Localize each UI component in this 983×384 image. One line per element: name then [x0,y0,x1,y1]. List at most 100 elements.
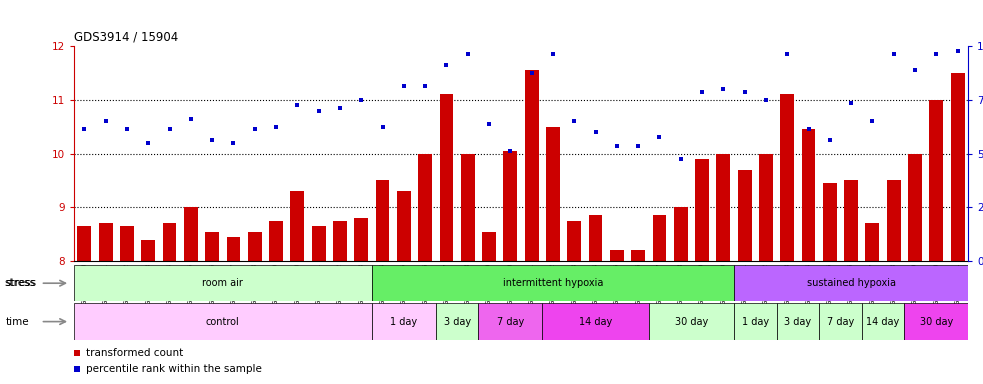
Bar [737,170,752,261]
Bar [631,250,645,261]
Bar [290,191,305,261]
Text: stress: stress [5,278,36,288]
Text: room air: room air [202,278,243,288]
Bar [226,237,241,261]
Bar [333,221,347,261]
Text: control: control [205,316,240,327]
Point [822,137,838,143]
Text: intermittent hypoxia: intermittent hypoxia [502,278,604,288]
Text: 1 day: 1 day [390,316,418,327]
Bar [695,159,709,261]
Bar [372,265,734,301]
Point [289,102,305,108]
Bar [649,303,734,340]
Bar [248,232,261,261]
Point [843,99,859,106]
Point [353,97,369,103]
Bar [482,232,496,261]
Text: stress: stress [6,278,37,288]
Bar [74,265,372,301]
Bar [844,180,858,261]
Bar [312,226,325,261]
Point [502,148,518,154]
Point [864,118,880,124]
Bar [205,232,219,261]
Text: 3 day: 3 day [784,316,811,327]
Point [907,67,923,73]
Text: 14 day: 14 day [866,316,899,327]
Bar [269,221,283,261]
Point [183,116,199,122]
Bar [439,94,453,261]
Point [119,126,135,132]
Bar [162,223,177,261]
Bar [184,207,198,261]
Bar [887,180,900,261]
Point [780,51,795,57]
Point [652,134,667,141]
Text: time: time [6,316,29,327]
Bar [461,154,475,261]
Point [672,156,688,162]
Bar [74,303,372,340]
Bar [435,303,479,340]
Point [332,105,348,111]
Bar [546,127,560,261]
Bar [801,129,816,261]
Bar [777,303,819,340]
Point [269,260,285,266]
Bar [589,215,603,261]
Point [161,126,177,132]
Point [566,118,582,124]
Bar [525,70,539,261]
Text: GDS3914 / 15904: GDS3914 / 15904 [74,30,178,43]
Bar [759,154,773,261]
Bar [354,218,369,261]
Bar [819,303,862,340]
Text: 7 day: 7 day [496,316,524,327]
Point [928,51,944,57]
Point [716,86,731,92]
Point [694,89,710,95]
Bar [653,215,666,261]
Point [460,51,476,57]
Bar [609,250,624,261]
Point [800,126,816,132]
Bar [865,223,880,261]
Text: sustained hypoxia: sustained hypoxia [807,278,896,288]
Bar [142,240,155,261]
Bar [479,303,543,340]
Point [886,51,901,57]
Bar [503,151,517,261]
Point [630,142,646,149]
Point [375,124,390,130]
Bar [929,100,944,261]
Point [417,83,433,89]
Bar [908,154,922,261]
Point [247,126,262,132]
Point [608,142,624,149]
Point [269,106,285,113]
Point [438,62,454,68]
Point [204,137,220,143]
Bar [418,154,433,261]
Bar [120,226,134,261]
Bar [543,303,649,340]
Text: 7 day: 7 day [827,316,854,327]
Bar [904,303,968,340]
Bar [862,303,904,340]
Text: 30 day: 30 day [920,316,953,327]
Bar [951,73,964,261]
Bar [673,207,688,261]
Bar [376,180,389,261]
Point [268,124,284,130]
Bar [734,265,968,301]
Text: 3 day: 3 day [443,316,471,327]
Bar [397,191,411,261]
Text: transformed count: transformed count [86,348,183,358]
Bar [567,221,581,261]
Point [545,51,560,57]
Bar [717,154,730,261]
Point [950,48,965,55]
Bar [823,183,837,261]
